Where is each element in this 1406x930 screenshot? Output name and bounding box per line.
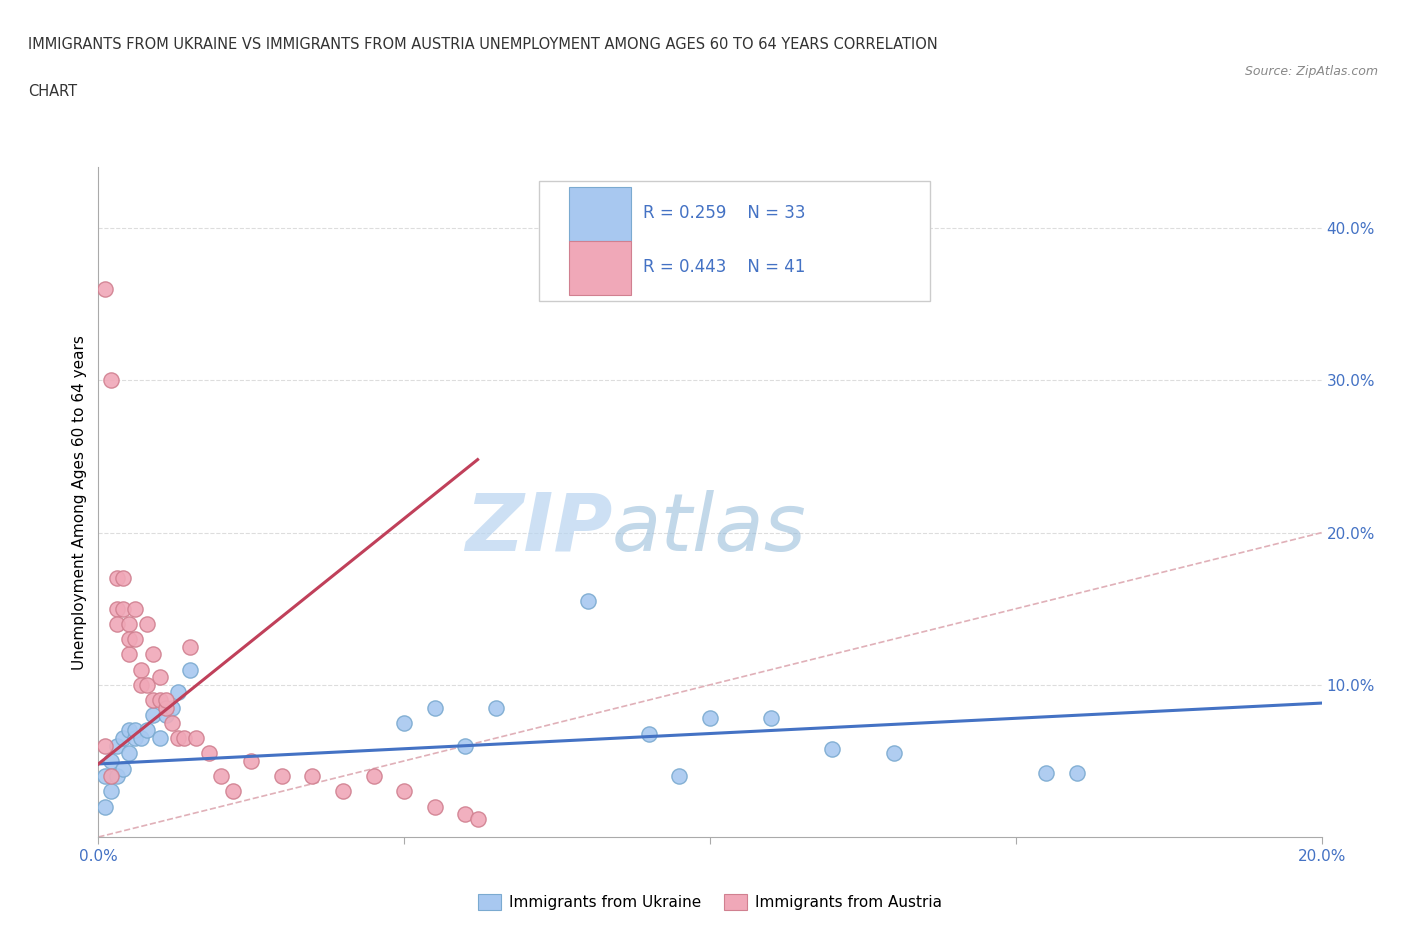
Point (186, 731, 208, 746)
Text: IMMIGRANTS FROM UKRAINE VS IMMIGRANTS FROM AUSTRIA UNEMPLOYMENT AMONG AGES 60 TO: IMMIGRANTS FROM UKRAINE VS IMMIGRANTS FR… (28, 37, 938, 52)
Point (129, 731, 152, 746)
Point (118, 647, 141, 662)
Point (142, 647, 165, 662)
FancyBboxPatch shape (569, 241, 630, 295)
Point (167, 685, 190, 700)
Point (759, 711, 782, 725)
Text: R = 0.259    N = 33: R = 0.259 N = 33 (643, 204, 806, 222)
Point (149, 693, 172, 708)
Text: R = 0.443    N = 41: R = 0.443 N = 41 (643, 258, 806, 275)
Point (155, 708, 177, 723)
Point (454, 806, 477, 821)
FancyBboxPatch shape (569, 188, 630, 241)
Point (363, 769, 385, 784)
Point (124, 631, 146, 646)
Point (118, 723, 141, 737)
Point (392, 784, 416, 799)
Point (129, 677, 152, 692)
Point (423, 799, 446, 814)
Text: Source: ZipAtlas.com: Source: ZipAtlas.com (1244, 65, 1378, 78)
Point (100, 373, 122, 388)
Point (699, 711, 721, 725)
Point (111, 571, 134, 586)
Point (423, 700, 446, 715)
Point (179, 662, 201, 677)
Point (124, 602, 146, 617)
Point (160, 715, 183, 730)
Text: ZIP: ZIP (465, 490, 612, 568)
Point (136, 617, 159, 631)
Point (149, 670, 172, 684)
Text: atlas: atlas (612, 490, 807, 568)
Point (100, 769, 122, 784)
Point (637, 726, 661, 741)
Point (105, 769, 128, 784)
Point (111, 602, 134, 617)
Point (576, 593, 599, 608)
Point (240, 753, 263, 768)
Point (100, 784, 122, 799)
Point (173, 731, 195, 746)
Point (155, 693, 177, 708)
Point (668, 769, 690, 784)
Point (332, 784, 354, 799)
Point (124, 731, 146, 746)
Point (270, 769, 292, 784)
Point (467, 811, 489, 826)
Point (149, 731, 172, 746)
Point (118, 631, 141, 646)
Point (124, 723, 146, 737)
Point (136, 677, 159, 692)
Point (167, 731, 190, 746)
Point (93, 769, 115, 784)
Point (222, 784, 245, 799)
Point (93, 738, 115, 753)
Point (209, 769, 232, 784)
Point (136, 723, 159, 737)
Point (93, 799, 115, 814)
Point (821, 741, 844, 756)
Point (100, 753, 122, 768)
Point (392, 715, 416, 730)
Point (105, 571, 128, 586)
Point (179, 639, 201, 654)
Y-axis label: Unemployment Among Ages 60 to 64 years: Unemployment Among Ages 60 to 64 years (72, 335, 87, 670)
Point (1066, 765, 1088, 780)
Point (883, 746, 905, 761)
Point (301, 769, 323, 784)
Point (105, 738, 128, 753)
Point (118, 746, 141, 761)
Point (105, 617, 128, 631)
Point (111, 761, 134, 776)
FancyBboxPatch shape (538, 180, 931, 301)
Point (142, 693, 165, 708)
Point (111, 731, 134, 746)
Point (197, 746, 219, 761)
Point (129, 662, 152, 677)
Legend: Immigrants from Ukraine, Immigrants from Austria: Immigrants from Ukraine, Immigrants from… (472, 888, 948, 916)
Point (105, 602, 128, 617)
Text: CHART: CHART (28, 84, 77, 99)
Point (142, 708, 165, 723)
Point (485, 700, 508, 715)
Point (160, 700, 183, 715)
Point (118, 617, 141, 631)
Point (155, 700, 177, 715)
Point (454, 738, 477, 753)
Point (1035, 765, 1057, 780)
Point (93, 282, 115, 297)
